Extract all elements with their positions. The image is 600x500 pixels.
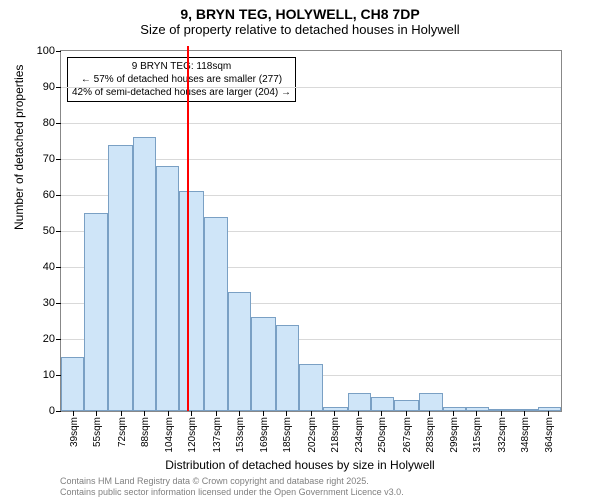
x-tick-label: 169sqm [259,417,270,453]
annotation-line-1: 9 BRYN TEG: 118sqm [72,60,291,73]
x-tick-mark [239,411,240,416]
x-tick-mark [453,411,454,416]
chart-container: 9, BRYN TEG, HOLYWELL, CH8 7DP Size of p… [0,0,600,500]
x-tick-label: 299sqm [449,417,460,453]
y-tick-label: 60 [43,189,55,201]
y-tick-mark [56,231,61,232]
histogram-bar [179,191,204,411]
credits-line-1: Contains HM Land Registry data © Crown c… [60,476,404,487]
x-tick-mark [429,411,430,416]
y-tick-label: 70 [43,153,55,165]
chart-subtitle: Size of property relative to detached ho… [0,22,600,39]
y-tick-mark [56,123,61,124]
x-tick-mark [311,411,312,416]
histogram-bar [394,400,419,411]
x-tick-mark [121,411,122,416]
y-tick-mark [56,87,61,88]
x-tick-mark [216,411,217,416]
y-tick-label: 10 [43,369,55,381]
histogram-bar [108,145,133,411]
annotation-box: 9 BRYN TEG: 118sqm ← 57% of detached hou… [67,57,296,102]
y-axis-label: Number of detached properties [12,65,26,230]
histogram-bar [443,407,466,411]
x-tick-label: 39sqm [69,417,80,447]
histogram-bar [371,397,394,411]
x-tick-label: 315sqm [472,417,483,453]
annotation-line-2: ← 57% of detached houses are smaller (27… [72,73,291,86]
y-tick-label: 40 [43,261,55,273]
x-tick-label: 120sqm [187,417,198,453]
x-tick-mark [144,411,145,416]
histogram-bar [133,137,156,411]
histogram-bar [204,217,227,411]
x-tick-mark [548,411,549,416]
histogram-bar [228,292,251,411]
gridline [61,123,561,124]
y-tick-label: 80 [43,117,55,129]
y-tick-label: 30 [43,297,55,309]
gridline [61,87,561,88]
x-tick-label: 153sqm [235,417,246,453]
credits-line-2: Contains public sector information licen… [60,487,404,498]
chart-title: 9, BRYN TEG, HOLYWELL, CH8 7DP [0,0,600,22]
histogram-bar [514,409,537,411]
x-tick-mark [406,411,407,416]
x-tick-label: 72sqm [117,417,128,447]
y-tick-mark [56,267,61,268]
histogram-bar [61,357,84,411]
x-tick-mark [524,411,525,416]
plot-area: 9 BRYN TEG: 118sqm ← 57% of detached hou… [60,50,562,412]
histogram-bar [466,407,489,411]
y-tick-label: 100 [37,45,55,57]
property-marker-line [187,46,189,411]
x-axis-label: Distribution of detached houses by size … [0,458,600,472]
y-tick-label: 20 [43,333,55,345]
x-tick-label: 348sqm [520,417,531,453]
histogram-bar [84,213,107,411]
histogram-bar [276,325,299,411]
x-tick-mark [334,411,335,416]
credits: Contains HM Land Registry data © Crown c… [60,476,404,498]
x-tick-mark [286,411,287,416]
x-tick-label: 88sqm [140,417,151,447]
x-tick-mark [358,411,359,416]
y-tick-mark [56,195,61,196]
x-tick-label: 250sqm [377,417,388,453]
x-tick-label: 234sqm [354,417,365,453]
histogram-bar [156,166,179,411]
x-tick-label: 202sqm [307,417,318,453]
x-tick-label: 283sqm [425,417,436,453]
x-tick-label: 364sqm [544,417,555,453]
x-tick-label: 137sqm [212,417,223,453]
histogram-bar [299,364,322,411]
x-tick-label: 267sqm [402,417,413,453]
x-tick-mark [96,411,97,416]
y-tick-mark [56,159,61,160]
x-tick-mark [476,411,477,416]
x-tick-label: 185sqm [282,417,293,453]
x-tick-mark [501,411,502,416]
x-tick-label: 332sqm [497,417,508,453]
y-tick-mark [56,339,61,340]
x-tick-label: 104sqm [164,417,175,453]
x-tick-mark [381,411,382,416]
x-tick-mark [73,411,74,416]
x-tick-mark [191,411,192,416]
y-tick-label: 90 [43,81,55,93]
histogram-bar [251,317,276,411]
x-tick-mark [263,411,264,416]
histogram-bar [348,393,371,411]
y-tick-mark [56,303,61,304]
y-tick-mark [56,51,61,52]
y-tick-mark [56,411,61,412]
y-tick-label: 0 [49,405,55,417]
x-tick-label: 55sqm [92,417,103,447]
y-tick-label: 50 [43,225,55,237]
x-tick-mark [168,411,169,416]
x-tick-label: 218sqm [330,417,341,453]
histogram-bar [419,393,442,411]
histogram-bar [538,407,561,411]
